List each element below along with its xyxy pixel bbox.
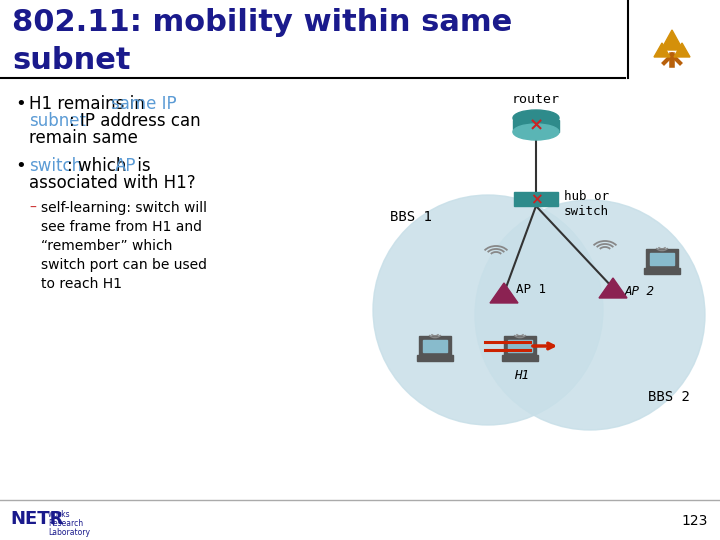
Text: Laboratory: Laboratory [48,528,90,537]
Text: NETR: NETR [10,510,63,528]
Circle shape [373,195,603,425]
FancyBboxPatch shape [646,249,678,269]
FancyBboxPatch shape [513,120,559,132]
Text: subnet: subnet [29,112,86,130]
Text: AP 2: AP 2 [625,285,655,298]
Text: works: works [48,510,71,519]
Text: router: router [512,93,560,106]
FancyBboxPatch shape [417,355,453,361]
Text: ×: × [530,192,542,207]
FancyBboxPatch shape [514,192,558,206]
Ellipse shape [513,124,559,140]
Text: H1 remains in: H1 remains in [29,95,150,113]
Polygon shape [674,43,690,57]
Text: BBS 1: BBS 1 [390,210,432,224]
Text: : which: : which [67,157,132,175]
Text: associated with H1?: associated with H1? [29,174,196,192]
Text: hub or
switch: hub or switch [564,190,609,218]
FancyBboxPatch shape [504,336,536,356]
Text: subnet: subnet [12,46,130,75]
Polygon shape [490,283,518,303]
Text: : IP address can: : IP address can [69,112,201,130]
FancyBboxPatch shape [502,355,538,361]
Text: –: – [29,201,36,215]
Text: •: • [15,157,26,175]
Text: AP 1: AP 1 [516,283,546,296]
FancyBboxPatch shape [644,268,680,274]
Text: H1: H1 [515,369,529,382]
Text: 802.11: mobility within same: 802.11: mobility within same [12,8,512,37]
Polygon shape [599,278,627,298]
Polygon shape [661,30,683,50]
Text: •: • [15,95,26,113]
FancyBboxPatch shape [508,340,532,352]
FancyBboxPatch shape [423,340,447,352]
Text: Research: Research [48,519,83,528]
Text: is: is [132,157,150,175]
Ellipse shape [513,110,559,126]
Circle shape [475,200,705,430]
Text: ×: × [528,116,544,134]
Text: AP: AP [115,157,137,175]
Text: 123: 123 [682,514,708,528]
Text: switch: switch [29,157,82,175]
Polygon shape [654,43,670,57]
Text: self-learning: switch will
see frame from H1 and
“remember” which
switch port ca: self-learning: switch will see frame fro… [41,201,207,291]
Text: BBS 2: BBS 2 [648,390,690,404]
Text: remain same: remain same [29,129,138,147]
Text: same IP: same IP [111,95,176,113]
FancyBboxPatch shape [419,336,451,356]
FancyBboxPatch shape [650,253,674,265]
